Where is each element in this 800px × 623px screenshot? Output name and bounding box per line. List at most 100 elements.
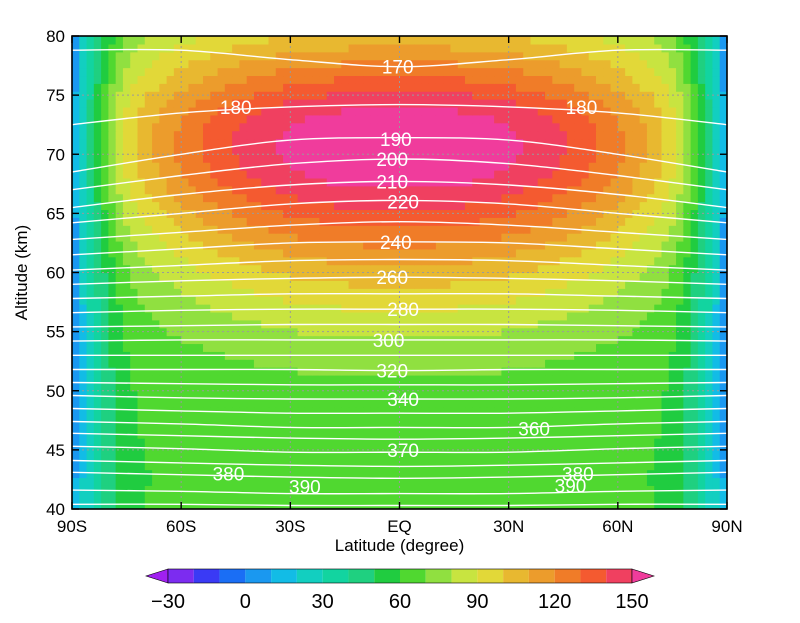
field-cell [86,374,95,384]
field-cell [603,264,612,274]
field-cell [712,374,721,384]
field-cell [224,288,233,297]
field-cell [617,138,626,147]
field-cell [363,130,371,140]
field-cell [290,209,299,218]
field-cell [166,485,175,494]
field-cell [188,138,197,147]
field-cell [625,162,633,171]
field-cell [173,382,182,392]
field-cell [334,217,342,226]
field-cell [697,130,706,140]
field-cell [690,335,699,345]
field-cell [268,343,277,352]
field-cell [290,414,299,423]
field-cell [450,130,459,140]
field-cell [246,445,255,455]
field-cell [566,296,575,305]
field-cell [246,485,255,494]
field-cell [596,382,604,392]
field-cell [253,311,262,321]
field-cell [363,477,371,486]
field-cell [683,201,692,211]
field-cell [399,264,408,274]
field-cell [661,75,670,84]
field-cell [457,170,466,179]
field-cell [290,327,299,337]
field-cell [363,233,371,242]
field-cell [552,185,561,195]
field-cell [144,414,153,423]
field-cell [465,343,473,352]
field-cell [537,327,546,337]
field-cell [450,414,459,423]
field-cell [79,225,88,234]
field-cell [457,217,466,226]
field-cell [705,406,714,415]
field-cell [239,248,248,258]
field-cell [144,162,153,171]
field-cell [596,233,604,242]
field-cell [639,75,648,84]
field-cell [494,83,502,92]
field-cell [472,382,481,392]
field-cell [559,280,568,289]
field-cell [552,75,561,84]
field-cell [144,83,153,92]
field-cell [232,75,240,84]
field-cell [72,201,80,211]
field-cell [304,430,313,439]
field-cell [559,406,568,415]
field-cell [217,406,226,415]
field-cell [646,75,655,84]
field-cell [690,154,699,163]
field-cell [363,138,371,147]
field-cell [72,217,80,226]
field-cell [661,382,670,392]
field-cell [508,343,517,352]
field-cell [152,225,160,234]
field-cell [472,91,481,100]
field-cell [86,296,95,305]
field-cell [508,106,517,116]
field-cell [108,272,117,281]
field-cell [312,359,321,368]
field-cell [363,154,371,163]
field-cell [457,422,466,431]
field-cell [232,406,240,415]
field-cell [203,272,211,281]
field-cell [443,106,452,116]
field-cell [93,296,102,305]
field-cell [486,240,495,250]
field-cell [690,75,699,84]
field-cell [370,406,379,415]
field-cell [348,256,357,266]
field-cell [654,406,663,415]
field-cell [697,406,706,415]
field-cell [246,438,255,447]
field-cell [115,374,124,384]
field-cell [450,359,459,368]
field-cell [290,382,299,392]
field-cell [355,430,364,439]
field-cell [290,422,299,431]
field-cell [195,177,204,187]
field-cell [581,414,590,423]
field-cell [203,256,211,266]
field-cell [646,177,655,187]
field-cell [188,248,197,258]
field-cell [246,91,255,100]
field-cell [443,485,452,494]
field-cell [712,225,721,234]
field-cell [450,493,459,502]
field-cell [290,264,299,274]
field-cell [101,91,109,100]
field-cell [632,304,641,313]
field-cell [239,106,248,116]
field-cell [552,390,561,400]
field-cell [530,130,539,140]
field-cell [239,130,248,140]
field-cell [224,114,233,124]
field-cell [566,193,575,203]
field-cell [246,106,255,116]
